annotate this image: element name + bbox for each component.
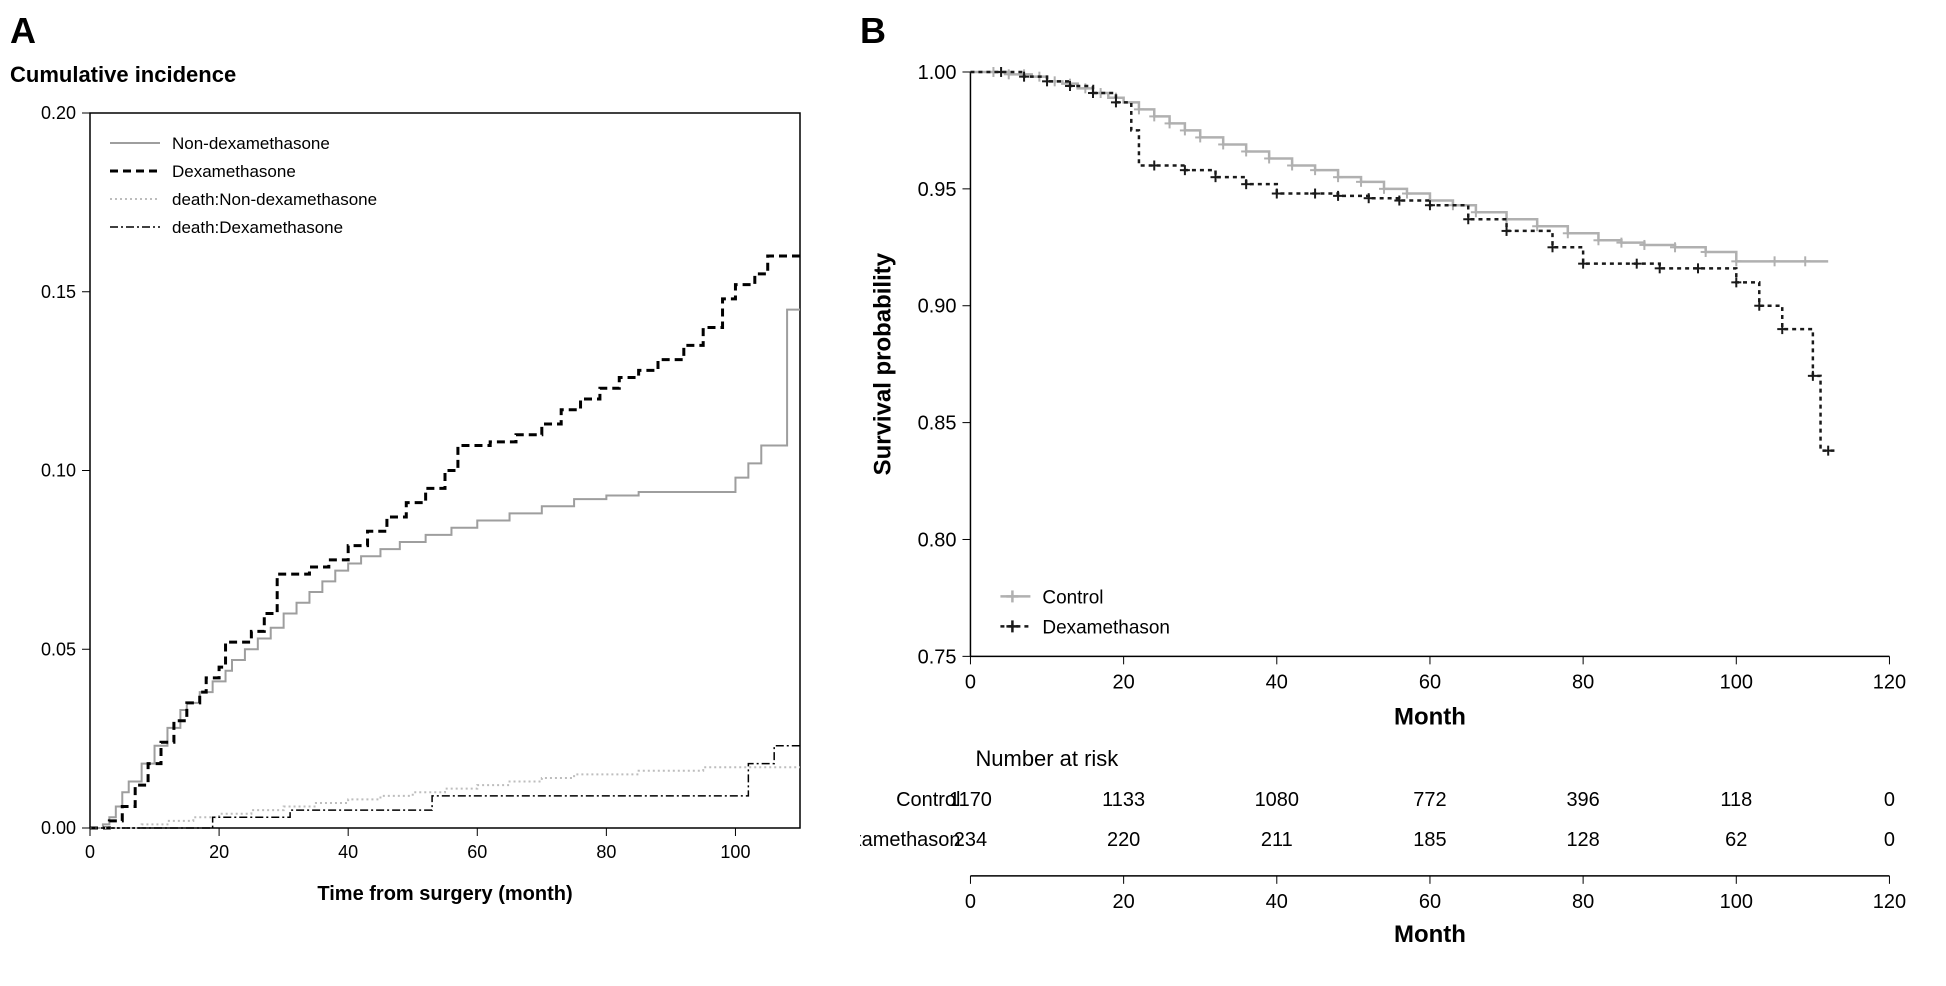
svg-text:234: 234 xyxy=(954,829,987,851)
svg-text:Dexamethason: Dexamethason xyxy=(860,829,960,851)
svg-text:Dexamethasone: Dexamethasone xyxy=(172,162,296,181)
svg-text:0.80: 0.80 xyxy=(918,529,957,551)
svg-text:0: 0 xyxy=(1884,829,1895,851)
svg-text:20: 20 xyxy=(209,842,229,862)
svg-text:396: 396 xyxy=(1566,789,1599,811)
svg-text:220: 220 xyxy=(1107,829,1140,851)
svg-text:60: 60 xyxy=(1419,671,1441,693)
svg-text:100: 100 xyxy=(1720,891,1753,913)
svg-text:0.75: 0.75 xyxy=(918,646,957,668)
svg-text:0: 0 xyxy=(1884,789,1895,811)
svg-text:Month: Month xyxy=(1394,703,1466,730)
panel-b-label: B xyxy=(860,10,1920,52)
panel-a-title: Cumulative incidence xyxy=(10,62,840,88)
svg-text:0: 0 xyxy=(965,891,976,913)
svg-text:0.05: 0.05 xyxy=(41,639,76,659)
panel-a: A Cumulative incidence 0204060801000.000… xyxy=(10,10,840,976)
svg-text:1.00: 1.00 xyxy=(918,62,957,84)
svg-text:80: 80 xyxy=(596,842,616,862)
svg-text:211: 211 xyxy=(1261,829,1293,851)
svg-text:0.10: 0.10 xyxy=(41,461,76,481)
svg-text:0.20: 0.20 xyxy=(41,103,76,123)
svg-text:20: 20 xyxy=(1113,671,1135,693)
svg-text:100: 100 xyxy=(1720,671,1753,693)
svg-text:100: 100 xyxy=(720,842,750,862)
chart-b-svg: 0 20 40 60 80 100 120 0.75 0.80 0.85 0.90 0.95 1.00 M… xyxy=(860,57,1920,736)
svg-text:0.00: 0.00 xyxy=(41,818,76,838)
svg-text:0: 0 xyxy=(85,842,95,862)
figure-container: A Cumulative incidence 0204060801000.000… xyxy=(10,10,1936,976)
svg-text:Month: Month xyxy=(1394,921,1466,948)
svg-text:Control: Control xyxy=(1042,587,1103,608)
svg-text:80: 80 xyxy=(1572,671,1594,693)
svg-text:Number at risk: Number at risk xyxy=(975,746,1119,771)
svg-text:185: 185 xyxy=(1413,829,1446,851)
svg-text:0.90: 0.90 xyxy=(918,296,957,318)
svg-text:60: 60 xyxy=(1419,891,1441,913)
svg-text:0.95: 0.95 xyxy=(918,179,957,201)
svg-text:Dexamethason: Dexamethason xyxy=(1042,617,1170,638)
svg-text:Survival probability: Survival probability xyxy=(870,252,897,475)
svg-text:Time from surgery (month): Time from surgery (month) xyxy=(317,883,572,905)
svg-text:80: 80 xyxy=(1572,891,1594,913)
svg-text:death:Non-dexamethasone: death:Non-dexamethasone xyxy=(172,190,377,209)
svg-text:0.15: 0.15 xyxy=(41,282,76,302)
svg-text:20: 20 xyxy=(1113,891,1135,913)
svg-text:128: 128 xyxy=(1566,829,1599,851)
panel-a-label: A xyxy=(10,10,840,52)
panel-b: B 0 20 40 60 80 100 120 0.75 0.80 0.85 0.90 0.95 1.0… xyxy=(860,10,1920,976)
svg-text:120: 120 xyxy=(1873,671,1906,693)
svg-text:118: 118 xyxy=(1720,789,1752,811)
svg-text:40: 40 xyxy=(1266,891,1288,913)
svg-text:1080: 1080 xyxy=(1255,789,1299,811)
risk-table-svg: Number at riskControl1170113310807723961… xyxy=(860,736,1920,976)
svg-text:1133: 1133 xyxy=(1102,789,1145,811)
svg-text:Non-dexamethasone: Non-dexamethasone xyxy=(172,134,330,153)
svg-text:0.85: 0.85 xyxy=(918,413,957,435)
svg-text:40: 40 xyxy=(338,842,358,862)
svg-text:62: 62 xyxy=(1725,829,1747,851)
svg-text:120: 120 xyxy=(1873,891,1906,913)
svg-text:1170: 1170 xyxy=(949,789,992,811)
svg-text:40: 40 xyxy=(1266,671,1288,693)
svg-text:death:Dexamethasone: death:Dexamethasone xyxy=(172,218,343,237)
chart-a-svg: 0 20 40 60 80 100 0.00 0.05 0.10 0.15 0.20 Time fro… xyxy=(10,98,820,918)
svg-text:772: 772 xyxy=(1413,789,1446,811)
svg-text:0: 0 xyxy=(965,671,976,693)
svg-text:60: 60 xyxy=(467,842,487,862)
